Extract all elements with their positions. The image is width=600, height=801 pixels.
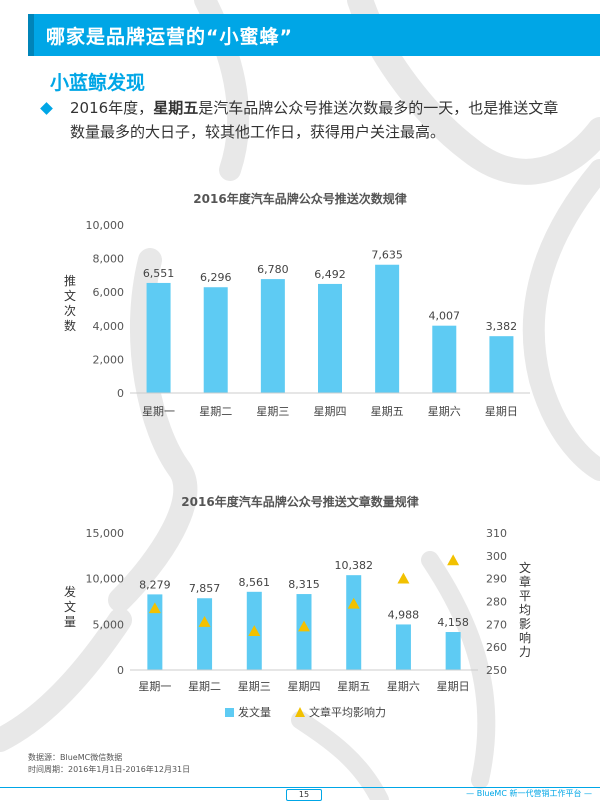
chart1-ytick-label: 2,000	[93, 353, 125, 366]
legend-triangle-swatch	[295, 707, 305, 717]
chart2-y2tick-label: 260	[486, 641, 507, 654]
header-bar: 哪家是品牌运营的“小蜜蜂”	[28, 14, 600, 56]
legend-triangle-label: 文章平均影响力	[309, 705, 386, 719]
chart1-ytick-label: 6,000	[93, 286, 125, 299]
chart2-y2tick-label: 270	[486, 618, 507, 631]
chart1-xtick-label: 星期二	[199, 405, 232, 418]
chart2-influence-point	[397, 572, 410, 584]
chart1-data-label: 6,780	[257, 263, 289, 276]
chart1-data-label: 6,296	[200, 271, 232, 284]
chart2-influence-point	[347, 597, 360, 609]
chart2-xtick-label: 星期二	[188, 680, 221, 693]
chart1-xtick-label: 星期六	[428, 405, 461, 418]
chart1-xtick-label: 星期四	[314, 405, 347, 418]
chart1-xtick-label: 星期三	[256, 405, 289, 418]
chart2-xtick-label: 星期五	[337, 680, 370, 693]
chart1-xtick-label: 星期五	[371, 405, 404, 418]
chart2-data-label: 8,315	[288, 578, 320, 591]
chart1-data-label: 4,007	[429, 310, 461, 323]
chart2-bar	[147, 594, 163, 670]
article-count-chart: 2016年度汽车品牌公众号推送文章数量规律 0 5,000 10,000 15,000 2…	[64, 494, 531, 719]
chart2-ytick-label: 15,000	[86, 527, 125, 540]
chart1-data-label: 3,382	[486, 320, 518, 333]
chart2-y2tick-label: 280	[486, 596, 507, 609]
chart2-xtick-label: 星期一	[138, 680, 171, 693]
chart2-title: 2016年度汽车品牌公众号推送文章数量规律	[181, 494, 418, 509]
chart2-influence-point	[248, 625, 261, 636]
chart1-bar	[489, 336, 514, 393]
legend-bar-swatch	[225, 708, 234, 717]
chart2-data-label: 8,561	[239, 576, 271, 589]
chart2-y2tick-label: 310	[486, 527, 507, 540]
chart2-influence-point	[198, 616, 211, 627]
footer-brand: — BlueMC 新一代营销工作平台 —	[466, 789, 592, 798]
chart2-influence-point	[148, 602, 161, 614]
header-marker	[28, 14, 34, 56]
chart1-data-label: 7,635	[371, 249, 403, 262]
chart1-ytick-label: 4,000	[93, 320, 125, 333]
chart2-bar	[395, 624, 411, 670]
chart1-data-label: 6,492	[314, 268, 346, 281]
chart1-bar	[203, 287, 228, 393]
chart2-xtick-label: 星期六	[387, 680, 420, 693]
push-count-chart: 2016年度汽车品牌公众号推送次数规律 0 2,000 4,000 6,000 8,000…	[64, 191, 530, 418]
page-title: 哪家是品牌运营的“小蜜蜂”	[46, 26, 293, 48]
chart1-ytick-label: 0	[117, 387, 124, 400]
footer-source: 数据源：BlueMC微信数据 时间周期：2016年1月1日-2016年12月31…	[28, 752, 190, 776]
chart2-xtick-label: 星期四	[288, 680, 321, 693]
chart2-data-label: 10,382	[334, 559, 373, 572]
chart1-data-label: 6,551	[143, 267, 175, 280]
chart1-title: 2016年度汽车品牌公众号推送次数规律	[193, 191, 406, 206]
chart2-ytick-label: 10,000	[86, 573, 125, 586]
page-number: 15	[286, 789, 322, 801]
chart2-bar	[346, 575, 362, 670]
chart2-ytick-label: 5,000	[93, 618, 125, 631]
chart2-y2tick-label: 290	[486, 573, 507, 586]
time-period: 时间周期：2016年1月1日-2016年12月31日	[28, 765, 191, 774]
chart2-data-label: 8,279	[139, 578, 171, 591]
chart2-y2tick-label: 300	[486, 550, 507, 563]
chart2-xtick-label: 星期日	[437, 680, 470, 693]
chart1-bar	[432, 325, 457, 393]
chart2-ylabel: 发文量	[64, 584, 76, 629]
chart1-ytick-label: 8,000	[93, 253, 125, 266]
chart2-influence-point	[447, 554, 460, 566]
chart1-xtick-label: 星期日	[485, 405, 518, 418]
footer-line	[0, 787, 600, 801]
chart2-y2tick-label: 250	[486, 664, 507, 677]
chart2-bar	[197, 598, 213, 670]
chart2-xtick-label: 星期三	[238, 680, 271, 693]
chart1-bar	[146, 282, 171, 393]
chart1-bar	[318, 283, 342, 393]
chart1-xtick-label: 星期一	[142, 405, 175, 418]
chart2-influence-point	[298, 620, 310, 632]
data-source: 数据源：BlueMC微信数据	[28, 753, 123, 762]
intro-highlight: 星期五	[153, 99, 199, 117]
intro-pre: 2016年度，	[70, 99, 154, 117]
chart2-bar	[296, 594, 312, 670]
legend-bar-label: 发文量	[238, 705, 271, 719]
chart2-data-label: 7,857	[189, 582, 221, 595]
chart2-y2label: 文章平均影响力	[519, 560, 531, 659]
chart1-ytick-label: 10,000	[86, 219, 125, 232]
chart2-data-label: 4,158	[437, 616, 469, 629]
intro-paragraph: 2016年度，星期五是汽车品牌公众号推送次数最多的一天，也是推送文章数量最多的大…	[70, 96, 570, 144]
intro-post: 是汽车品牌公众号推送次数最多的一天，也是推送文章数量最多的大日子，较其他工作日，…	[70, 99, 559, 141]
chart2-bar	[445, 632, 461, 670]
section-title: 小蓝鲸发现	[50, 72, 146, 94]
chart1-ylabel: 推文次数	[64, 274, 76, 333]
chart1-bar	[260, 279, 285, 393]
chart1-bar	[375, 264, 400, 393]
chart2-ytick-label: 0	[117, 664, 124, 677]
chart2-data-label: 4,988	[388, 608, 420, 621]
